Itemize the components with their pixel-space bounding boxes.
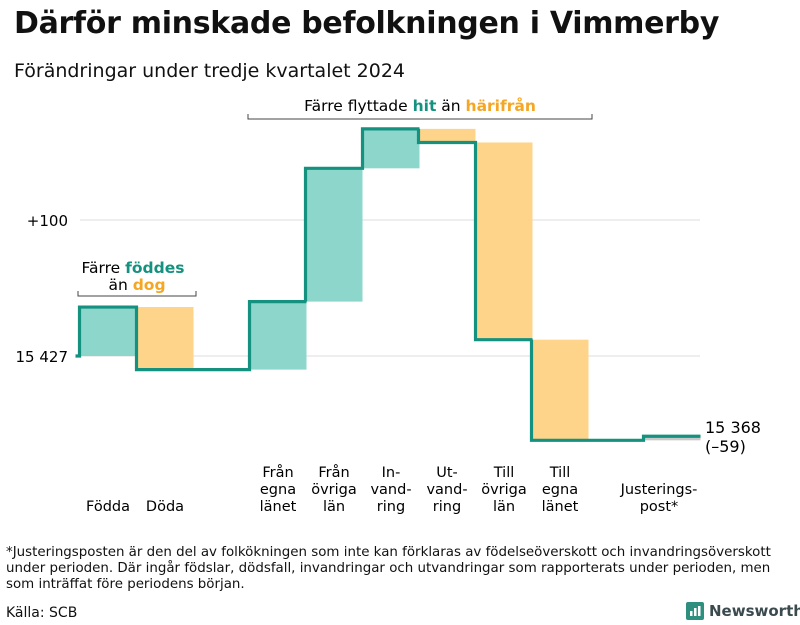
- waterfall-bar: [362, 128, 420, 169]
- waterfall-bar: [475, 142, 533, 340]
- x-tick-label: Ut-vand-ring: [426, 465, 467, 515]
- x-tick-label: Till egna länet: [542, 465, 579, 515]
- y-tick-label: +100: [27, 212, 68, 230]
- moves-annotation-text: Färre flyttade hit än härifrån: [304, 96, 536, 115]
- chart-title: Därför minskade befolkningen i Vimmerby: [14, 6, 720, 41]
- waterfall-bar: [249, 301, 307, 370]
- bars: [79, 128, 701, 441]
- y-tick-label: 15 427: [16, 348, 69, 366]
- x-tick-label: Justerings-post*: [620, 482, 698, 515]
- x-tick-label: Födda: [86, 499, 130, 515]
- births-annotation: Färre föddes än dog: [77, 259, 197, 297]
- moves-bracket: [247, 114, 593, 120]
- step-line: [75, 127, 701, 442]
- chart-subtitle: Förändringar under tredje kvartalet 2024: [14, 60, 406, 82]
- births-annotation-line2: än dog: [108, 276, 165, 294]
- waterfall-bar: [418, 128, 476, 143]
- x-tick-label: Döda: [146, 499, 184, 515]
- footnote: *Justeringsposten är den del av folkökni…: [6, 545, 771, 592]
- x-tick-label: Till övriga län: [481, 465, 527, 515]
- source: Källa: SCB: [6, 605, 78, 621]
- waterfall-bar: [136, 307, 194, 370]
- x-tick-label: Från övriga län: [311, 464, 357, 515]
- x-tick-label: In-vand-ring: [370, 465, 411, 515]
- waterfall-bar: [305, 168, 363, 302]
- end-change-label: (–59): [705, 437, 746, 456]
- waterfall-bar: [643, 436, 701, 441]
- brand-logo: Newsworthy: [686, 602, 800, 620]
- brand-name: Newsworthy: [709, 602, 800, 620]
- waterfall-bar: [531, 339, 589, 441]
- end-value-label: 15 368: [705, 418, 761, 437]
- waterfall-chart: +100 15 427 Födda Döda Från egna länet Från övr…: [16, 96, 761, 515]
- x-tick-label: Från egna länet: [260, 464, 297, 515]
- births-annotation-line1: Färre föddes: [82, 259, 185, 277]
- births-bracket: [77, 291, 197, 297]
- y-tick-labels: +100 15 427: [16, 212, 69, 366]
- waterfall-bar: [79, 307, 137, 356]
- newsworthy-icon: [686, 602, 704, 620]
- moves-annotation: Färre flyttade hit än härifrån: [247, 96, 593, 120]
- x-tick-labels: Födda Döda Från egna länet Från övriga län In-va…: [86, 464, 697, 515]
